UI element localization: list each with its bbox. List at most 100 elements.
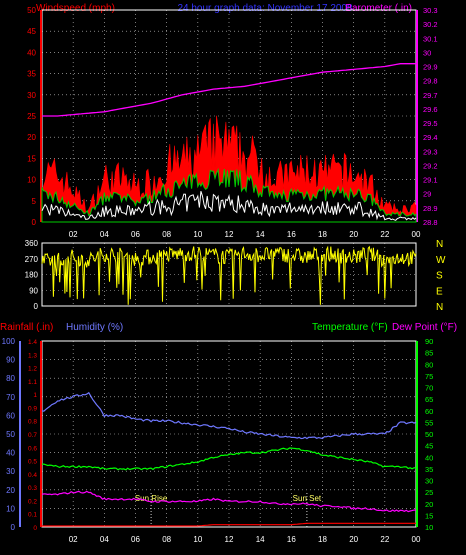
x-tick-label: 20	[349, 535, 358, 544]
temperature-tick-label: 65	[425, 395, 433, 404]
direction-degree-label: 0	[34, 302, 39, 311]
temperature-tick-label: 80	[425, 360, 433, 369]
x-tick-label: 02	[69, 535, 78, 544]
rainfall-tick-label: 0.8	[28, 419, 37, 426]
barometer-tick-label: 30.2	[423, 20, 438, 29]
compass-label: W	[436, 255, 446, 266]
rainfall-tick-label: 0.5	[28, 459, 37, 466]
rainfall-tick-label: 0.7	[28, 432, 37, 439]
humidity-tick-label: 30	[6, 467, 15, 476]
wind-direction-series	[41, 245, 417, 305]
compass-label: E	[436, 286, 443, 297]
barometer-tick-label: 28.8	[423, 218, 438, 227]
x-tick-label: 20	[349, 230, 358, 239]
x-tick-label: 08	[162, 535, 171, 544]
barometer-tick-label: 28.9	[423, 204, 438, 213]
humidity-series	[41, 391, 417, 440]
x-tick-label: 14	[256, 230, 265, 239]
rainfall-tick-label: 0	[33, 525, 37, 532]
rainfall-tick-label: 0.9	[28, 405, 37, 412]
x-tick-label: 16	[287, 230, 296, 239]
windspeed-tick-label: 45	[27, 27, 36, 36]
x-tick-label: 10	[193, 535, 202, 544]
windspeed-tick-label: 5	[32, 197, 37, 206]
x-tick-label: 16	[287, 535, 296, 544]
barometer-tick-label: 29.2	[423, 161, 438, 170]
temperature-tick-label: 35	[425, 465, 433, 474]
humidity-tick-label: 90	[6, 356, 15, 365]
x-tick-label: 22	[380, 535, 389, 544]
direction-degree-label: 270	[25, 255, 39, 264]
windspeed-low-series	[41, 191, 417, 221]
x-tick-label: 04	[100, 230, 109, 239]
wind-panel-ticks: 0 5 10 15 20 25 30 35 40 45 50 28.8 28.9 29 29.1 29.2 29…	[27, 6, 438, 239]
temperature-tick-label: 60	[425, 407, 433, 416]
rainfall-series	[42, 522, 416, 527]
barometer-tick-label: 30.3	[423, 6, 438, 15]
humidity-axis-label: Humidity (%)	[66, 322, 123, 333]
humidity-tick-label: 50	[6, 430, 15, 439]
temperature-tick-label: 55	[425, 418, 433, 427]
x-tick-label: 18	[318, 230, 327, 239]
temperature-tick-label: 25	[425, 488, 433, 497]
graph-date-title: 24 hour graph data: November 17 2008	[177, 3, 353, 14]
barometer-tick-label: 29.5	[423, 119, 438, 128]
humidity-tick-label: 10	[6, 504, 15, 513]
wind-panel-series	[41, 63, 417, 223]
humidity-tick-label: 20	[6, 486, 15, 495]
rainfall-tick-label: 1.4	[28, 339, 37, 346]
barometer-tick-label: 29.1	[423, 176, 438, 185]
direction-panel-grid	[41, 242, 417, 307]
humidity-tick-label: 40	[6, 449, 15, 458]
windspeed-tick-label: 0	[32, 218, 37, 227]
direction-degree-label: 180	[25, 271, 39, 280]
x-tick-label: 12	[225, 535, 234, 544]
x-tick-label: 06	[131, 535, 140, 544]
x-tick-label: 06	[131, 230, 140, 239]
x-tick-label: 00	[412, 230, 421, 239]
windspeed-tick-label: 20	[27, 133, 36, 142]
compass-label: S	[436, 271, 443, 282]
rainfall-tick-label: 1.3	[28, 352, 37, 359]
rainfall-tick-label: 0.6	[28, 445, 37, 452]
dewpoint-axis-label: Dew Point (°F)	[392, 322, 457, 333]
barometer-tick-label: 29.9	[423, 63, 438, 72]
barometer-tick-label: 30	[423, 48, 431, 57]
climate-panel-ticks: 010203040506070809010000.10.20.30.40.50.…	[2, 337, 434, 544]
barometer-tick-label: 29.8	[423, 77, 438, 86]
climate-panel-series: Sun Rise Sun Set	[41, 391, 417, 527]
barometer-header-label: Barometer (.in)	[345, 3, 412, 14]
rainfall-tick-label: 1	[33, 392, 37, 399]
barometer-tick-label: 30.1	[423, 34, 438, 43]
humidity-tick-label: 0	[11, 523, 16, 532]
humidity-tick-label: 60	[6, 411, 15, 420]
x-tick-label: 00	[412, 535, 421, 544]
temperature-tick-label: 20	[425, 500, 433, 509]
x-tick-label: 02	[69, 230, 78, 239]
sun-set-label: Sun Set	[293, 494, 322, 503]
temperature-series	[41, 447, 417, 471]
windspeed-tick-label: 15	[27, 154, 36, 163]
rainfall-tick-label: 1.1	[28, 379, 37, 386]
windspeed-tick-label: 25	[27, 112, 36, 121]
x-tick-label: 22	[380, 230, 389, 239]
direction-degree-label: 90	[29, 286, 38, 295]
dewpoint-series	[41, 490, 417, 513]
temperature-tick-label: 70	[425, 384, 433, 393]
temperature-tick-label: 75	[425, 372, 433, 381]
x-tick-label: 14	[256, 535, 265, 544]
humidity-tick-label: 100	[2, 337, 16, 346]
temperature-tick-label: 50	[425, 430, 433, 439]
temperature-tick-label: 90	[425, 337, 433, 346]
temperature-axis-label: Temperature (°F)	[312, 322, 388, 333]
temperature-tick-label: 85	[425, 349, 433, 358]
barometer-tick-label: 29.7	[423, 91, 438, 100]
windspeed-tick-label: 30	[27, 91, 36, 100]
windspeed-tick-label: 35	[27, 70, 36, 79]
compass-label: N	[436, 239, 443, 250]
temperature-tick-label: 15	[425, 511, 433, 520]
barometer-tick-label: 29.4	[423, 133, 438, 142]
rainfall-axis-label: Rainfall (.in)	[0, 322, 53, 333]
